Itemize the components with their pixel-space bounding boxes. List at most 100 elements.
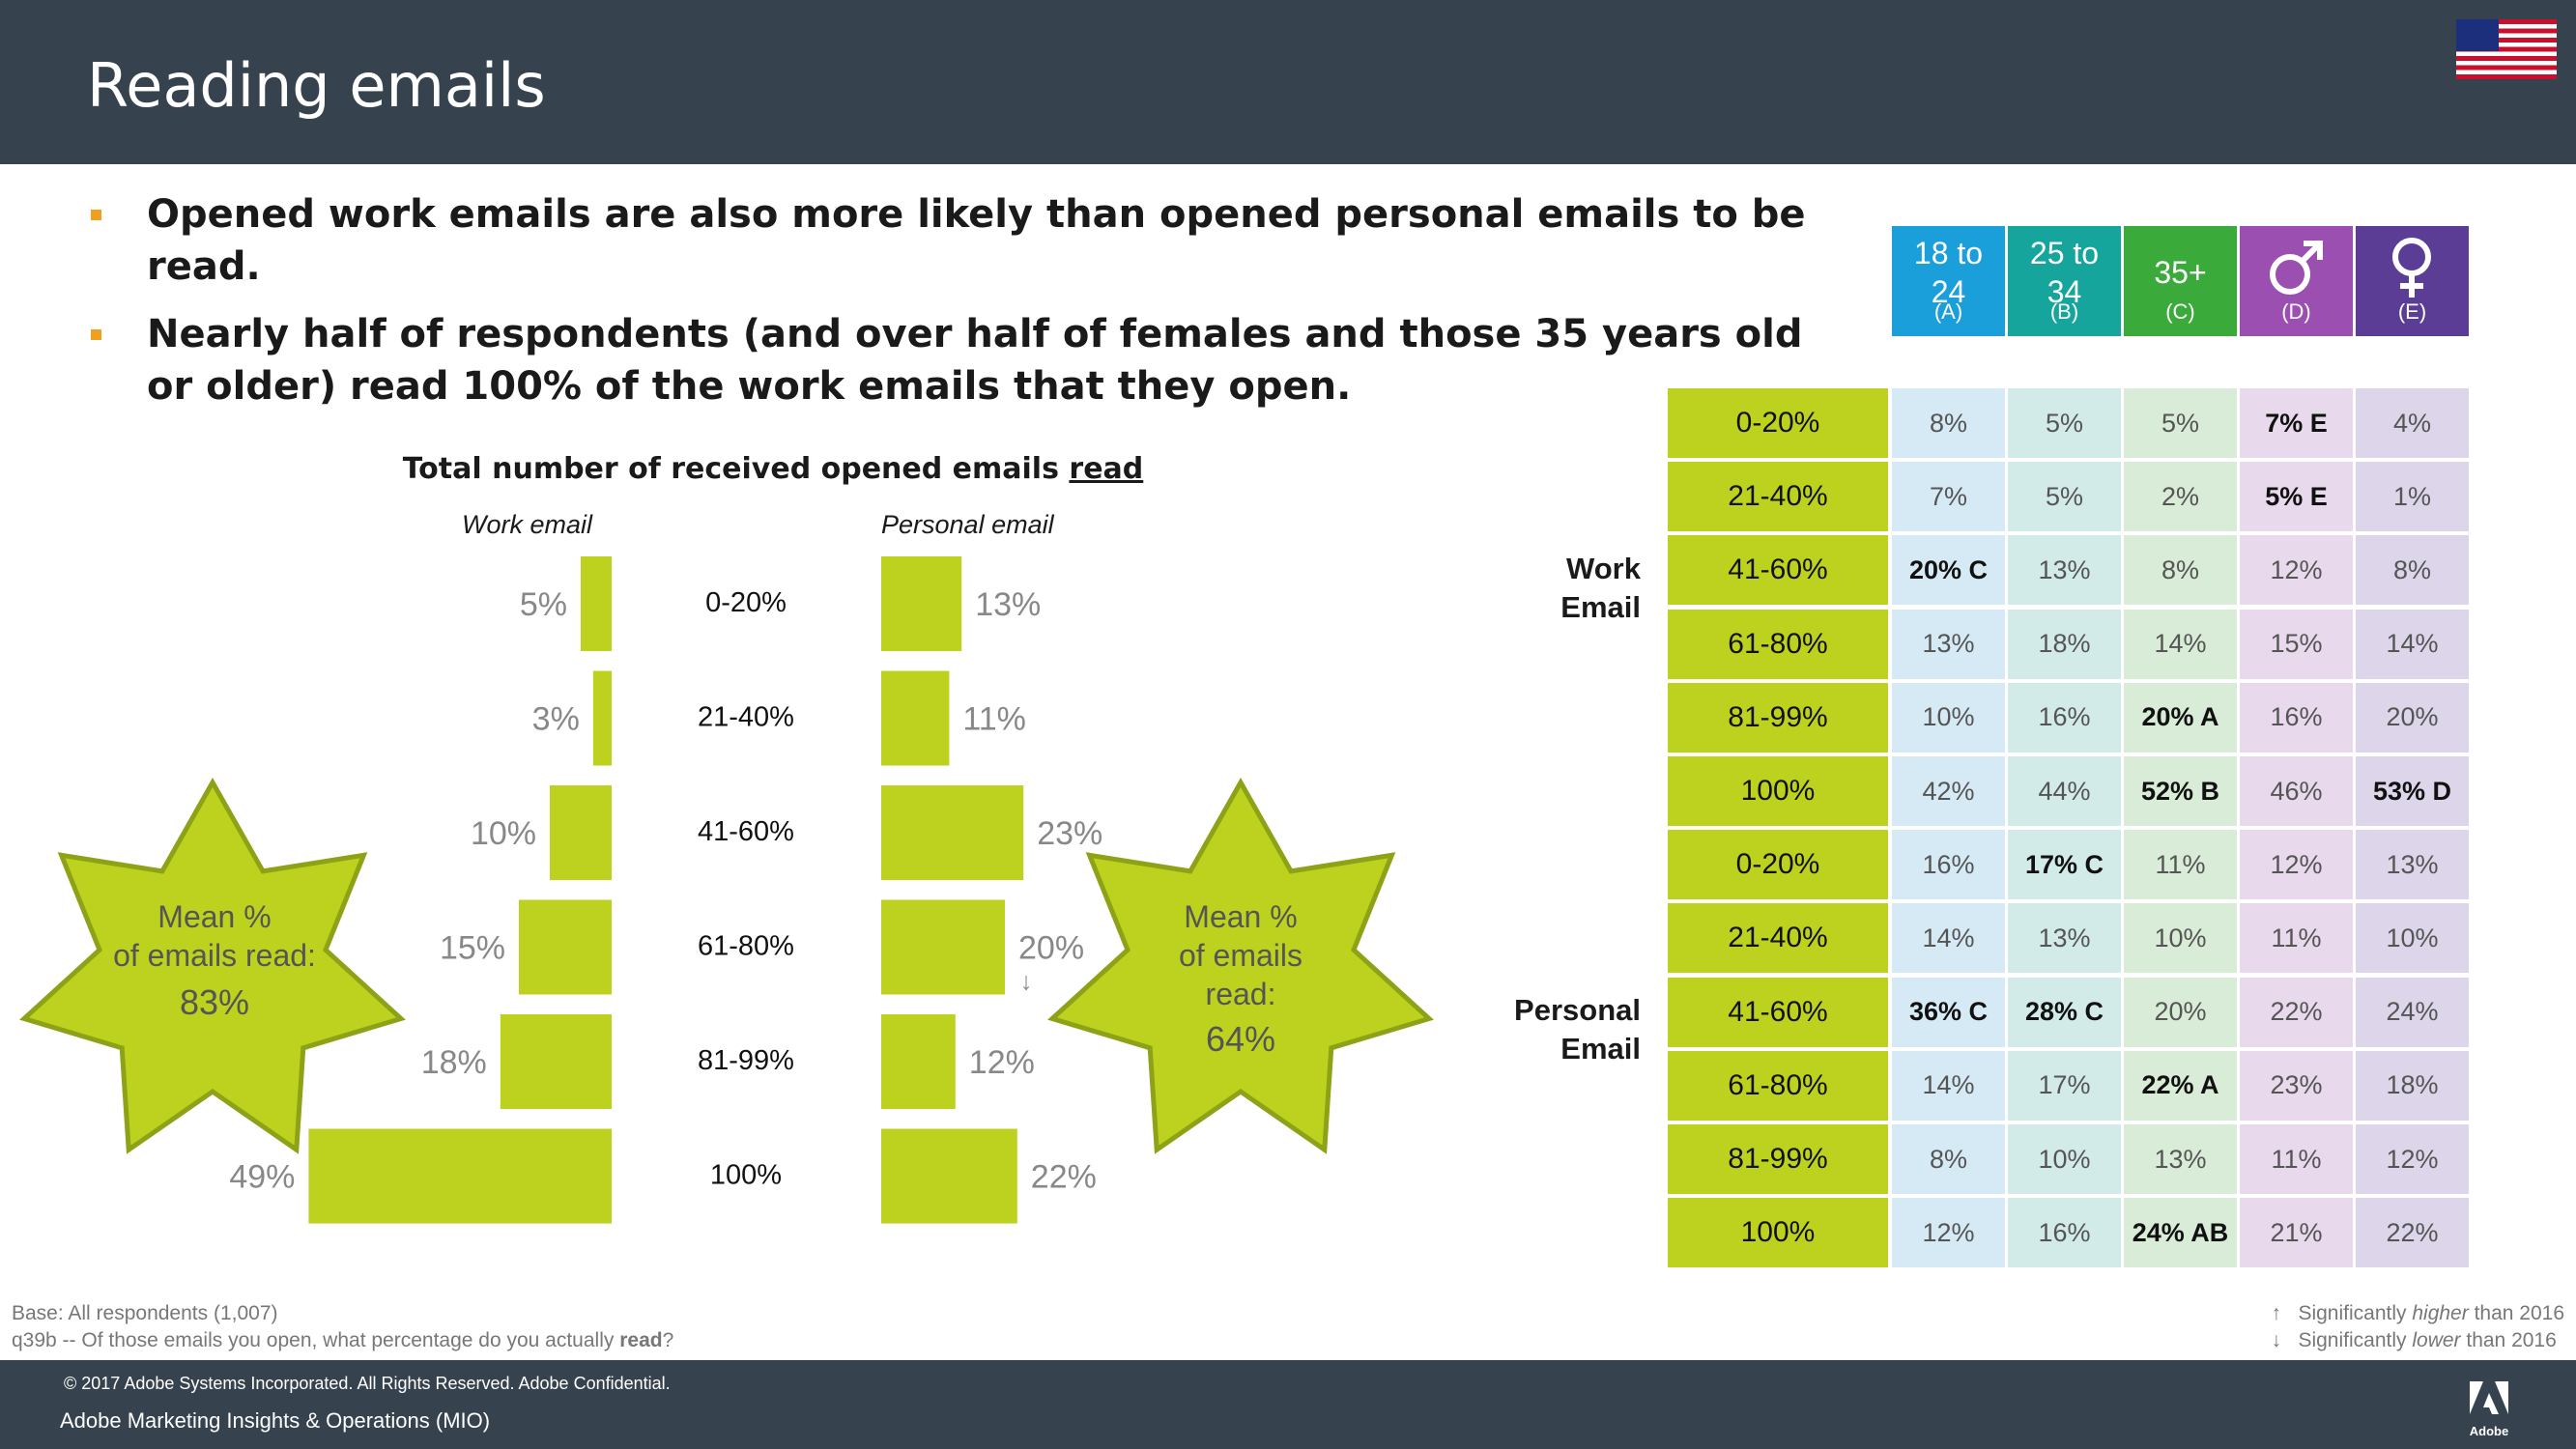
work-email-value-label: 10% [471, 815, 536, 852]
personal-email-value-label: 12% [969, 1044, 1035, 1081]
table-cell: 13% [2356, 830, 2469, 900]
mean-personal-text: of emails [1179, 938, 1302, 973]
table-cell: 16% [1892, 830, 2005, 900]
department-text: Adobe Marketing Insights & Operations (M… [60, 1408, 491, 1433]
female-symbol-icon [2356, 234, 2469, 299]
personal-email-bar [881, 670, 950, 766]
svg-text:Adobe: Adobe [2470, 1424, 2508, 1438]
table-cell: 44% [2008, 756, 2121, 826]
personal-email-value-label: 13% [975, 586, 1041, 623]
table-cell: 8% [1892, 1124, 2005, 1194]
table-cell: 22% [2356, 1198, 2469, 1268]
table-cell: 5% [2124, 388, 2237, 458]
mean-work-text: Mean % [157, 899, 271, 934]
personal-email-value-label: 20% [1018, 930, 1084, 967]
table-cell: 17% [2008, 1050, 2121, 1121]
work-email-value-label: 3% [532, 701, 580, 738]
adobe-logo-icon: Adobe [2470, 1381, 2508, 1438]
bullet-marker [91, 210, 101, 220]
row-label: 100% [1668, 756, 1888, 826]
table-cell: 1% [2356, 462, 2469, 532]
copyright-text: © 2017 Adobe Systems Incorporated. All R… [64, 1374, 671, 1393]
table-cell: 46% [2240, 756, 2353, 826]
table-cell: 8% [2124, 535, 2237, 606]
bullet-text: Nearly half of respondents (and over hal… [147, 312, 1803, 409]
table-cell: 20% [2124, 977, 2237, 1047]
table-cell: 24% [2356, 977, 2469, 1047]
table-cell: 15% [2240, 609, 2353, 679]
table-cell: 11% [2240, 1124, 2353, 1194]
arrow-down-icon: ↓ [1020, 967, 1033, 996]
bullet-item: Opened work emails are also more likely … [87, 188, 1826, 293]
base-note: Base: All respondents (1,007) q39b -- Of… [12, 1300, 673, 1354]
table-cell: 4% [2356, 388, 2469, 458]
column-letter: (D) [2281, 299, 2311, 324]
work-email-value-label: 15% [440, 930, 505, 967]
table-cell: 16% [2240, 682, 2353, 753]
personal-email-bar [881, 1128, 1017, 1224]
mean-personal-text: Mean % [1184, 899, 1297, 934]
table-cell: 2% [2124, 462, 2237, 532]
mean-work-starburst [19, 777, 406, 1154]
table-cell: 20% [2356, 682, 2469, 753]
table-cell: 13% [2008, 535, 2121, 606]
base-text: Base: All respondents (1,007) [12, 1302, 278, 1324]
column-header-5: (E) [2356, 226, 2469, 336]
row-label: 81-99% [1668, 1124, 1888, 1194]
arrow-down-icon: ↓ [2271, 1329, 2281, 1351]
header-bar: Reading emails [0, 0, 2576, 164]
table-cell: 7% E [2240, 388, 2353, 458]
row-label: 0-20% [1668, 388, 1888, 458]
table-cell: 21% [2240, 1198, 2353, 1268]
table-cell: 11% [2124, 830, 2237, 900]
personal-email-value-label: 22% [1031, 1159, 1097, 1196]
row-label: 41-60% [1668, 535, 1888, 606]
table-cell: 20% A [2124, 682, 2237, 753]
table-cell: 12% [2240, 830, 2353, 900]
row-label: 61-80% [1668, 1050, 1888, 1121]
work-email-group-label: Work Email [1560, 551, 1641, 624]
chart-title-underlined: read [1069, 452, 1144, 486]
column-header-4: (D) [2240, 226, 2353, 336]
work-email-bar [308, 1128, 612, 1224]
table-cell: 24% AB [2124, 1198, 2237, 1268]
personal-email-value-label: 23% [1037, 815, 1102, 852]
column-header-label: 35+ [2154, 255, 2207, 290]
chart-title: Total number of received opened emails r… [290, 452, 1256, 486]
column-header-label: 25 to 34 [2029, 236, 2100, 309]
table-cell: 8% [1892, 388, 2005, 458]
bullet-text: Opened work emails are also more likely … [147, 192, 1806, 289]
table-cell: 12% [1892, 1198, 2005, 1268]
mean-personal-text: read: [1206, 977, 1276, 1011]
work-email-subtitle: Work email [462, 510, 593, 539]
column-header-1: 18 to 24 (A) [1892, 226, 2005, 336]
table-cell: 14% [2356, 609, 2469, 679]
personal-email-bar [881, 1014, 956, 1109]
column-letter: (A) [1933, 299, 1963, 324]
table-cell: 18% [2008, 609, 2121, 679]
category-label: 21-40% [698, 702, 794, 733]
male-symbol-icon [2240, 234, 2353, 299]
page-title: Reading emails [87, 50, 546, 121]
table-cell: 13% [2008, 903, 2121, 974]
table-cell: 10% [2124, 903, 2237, 974]
table-cell: 16% [2008, 682, 2121, 753]
table-cell: 5% E [2240, 462, 2353, 532]
table-cell: 10% [1892, 682, 2005, 753]
personal-email-subtitle: Personal email [881, 510, 1054, 539]
significance-legend: ↑ Significantly higher than 2016 ↓ Signi… [2271, 1300, 2564, 1354]
column-letter: (C) [2165, 299, 2195, 324]
personal-email-bar [881, 556, 962, 651]
row-label: 100% [1668, 1198, 1888, 1268]
arrow-up-icon: ↑ [2271, 1302, 2281, 1324]
table-cell: 8% [2356, 535, 2469, 606]
personal-email-value-label: 11% [962, 701, 1026, 738]
work-email-value-label: 49% [229, 1159, 295, 1196]
personal-email-bar [881, 785, 1024, 880]
row-label: 81-99% [1668, 682, 1888, 753]
table-cell: 23% [2240, 1050, 2353, 1121]
us-flag-icon [2456, 19, 2557, 79]
row-label: 21-40% [1668, 462, 1888, 532]
table-cell: 11% [2240, 903, 2353, 974]
row-label: 21-40% [1668, 903, 1888, 974]
